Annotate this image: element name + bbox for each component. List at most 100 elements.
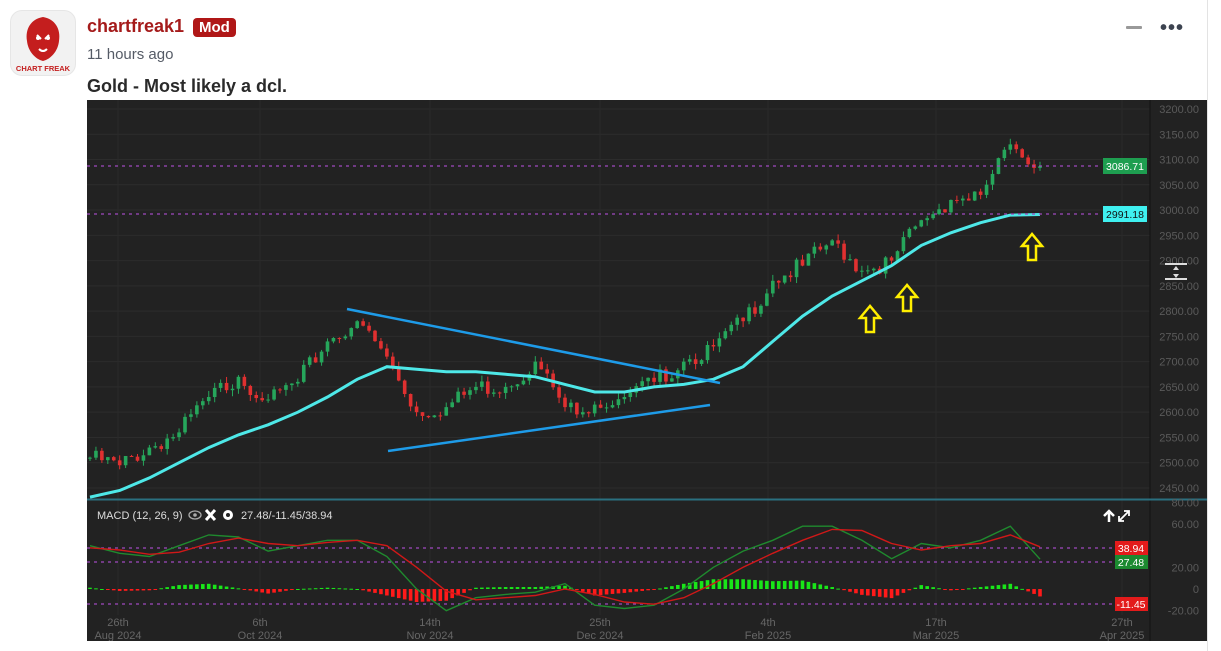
histogram-bar (527, 587, 532, 589)
histogram-bar (806, 581, 811, 589)
histogram-bar (165, 587, 169, 589)
histogram-bar (391, 589, 395, 597)
candle-body (860, 270, 864, 272)
histogram-bar (248, 589, 253, 591)
arrow-up-icon[interactable] (1103, 509, 1115, 522)
macd-value: 27.48 (1118, 557, 1144, 569)
candle-body (628, 392, 633, 398)
x-tick-month: Apr 2025 (1100, 630, 1145, 641)
histogram-bar (788, 580, 793, 589)
candle-body (278, 389, 282, 391)
macd-values: 27.48/-11.45/38.94 (241, 510, 333, 522)
histogram-bar (266, 589, 270, 594)
x-tick-month: Aug 2024 (94, 630, 141, 641)
avatar-logo-text: CHART FREAK (16, 64, 71, 73)
histogram-bar (676, 584, 680, 589)
minimize-icon[interactable] (1126, 26, 1142, 29)
histogram-bar (658, 588, 662, 590)
candle-body (379, 341, 383, 349)
candle-body (272, 389, 276, 400)
histogram-bar (545, 586, 549, 589)
histogram-bar (646, 589, 650, 591)
candle-body (990, 173, 995, 185)
candle-body (521, 380, 526, 385)
histogram-bar (961, 589, 965, 590)
histogram-bar (794, 580, 799, 589)
arrow-up-icon (857, 304, 883, 334)
histogram-bar (931, 587, 935, 589)
histogram-bar (462, 589, 466, 593)
histogram-bar (206, 583, 211, 589)
candle-body (622, 397, 627, 400)
candle-body (503, 386, 508, 394)
candle-body (871, 268, 876, 271)
histogram-bar (480, 587, 484, 589)
signal-value: 38.94 (1118, 543, 1144, 555)
candle-body (408, 394, 413, 407)
histogram-bar (438, 589, 443, 601)
eye-icon[interactable] (188, 510, 202, 520)
candle-body (123, 456, 128, 466)
close-indicator-icon[interactable] (204, 508, 217, 522)
histogram-bar (503, 587, 508, 589)
histogram-bar (604, 589, 609, 595)
more-options-icon[interactable]: ••• (1160, 17, 1185, 39)
histogram-bar (622, 589, 627, 593)
avatar[interactable]: CHART FREAK (10, 10, 76, 76)
upper-trendline (346, 307, 721, 385)
candle-body (129, 456, 134, 458)
histogram-bar (290, 589, 294, 590)
histogram-bar (1020, 588, 1024, 590)
ma-price-tag (1103, 206, 1147, 222)
candle-body (201, 401, 205, 406)
histogram-bar (343, 588, 348, 590)
x-tick-month: Mar 2025 (913, 630, 959, 641)
candle-body (889, 257, 894, 261)
candle-body (1038, 166, 1042, 168)
histogram-bar (1032, 589, 1036, 594)
scale-handle-icon[interactable] (1165, 263, 1187, 280)
candle-body (866, 270, 870, 272)
candle-body (438, 415, 443, 417)
candle-body (432, 415, 437, 418)
histogram-bar (296, 589, 300, 590)
histogram-bar (955, 589, 959, 590)
histogram-bar (100, 589, 104, 590)
candle-body (391, 356, 395, 367)
histogram-bar (319, 587, 324, 589)
candle-body (462, 391, 466, 395)
candle-body (848, 259, 852, 261)
histogram-bar (984, 586, 989, 589)
histogram-bar (586, 589, 591, 594)
histogram-bar (373, 589, 377, 593)
last-price-tag (1103, 158, 1147, 174)
histogram-bar (396, 589, 401, 599)
y-tick-label: 2800.00 (1159, 306, 1199, 318)
candle-body (343, 336, 348, 339)
histogram-bar (860, 589, 864, 595)
candle-body (765, 293, 769, 306)
expand-icon[interactable] (1118, 510, 1130, 522)
candle-body (753, 307, 757, 314)
candle-body (254, 394, 259, 399)
candle-body (598, 404, 603, 408)
gear-icon[interactable] (223, 510, 233, 520)
histogram-bar (515, 587, 520, 589)
histogram-bar (111, 589, 116, 591)
username[interactable]: chartfreak1 (87, 16, 185, 36)
candle-body (183, 416, 187, 433)
histogram-bar (212, 584, 217, 589)
candle-body (984, 184, 989, 195)
histogram-bar (355, 589, 359, 590)
candle-body (693, 359, 698, 364)
y-tick-label: 2900.00 (1159, 256, 1199, 268)
histogram-bar (1008, 583, 1013, 589)
candle-body (396, 366, 401, 381)
candle-body (450, 402, 454, 408)
y-tick-label: 2750.00 (1159, 331, 1199, 343)
histogram-bar (996, 585, 1001, 589)
histogram-bar (1014, 586, 1019, 589)
histogram-bar (337, 588, 342, 590)
histogram-bar (367, 589, 371, 592)
histogram-bar (278, 589, 282, 592)
